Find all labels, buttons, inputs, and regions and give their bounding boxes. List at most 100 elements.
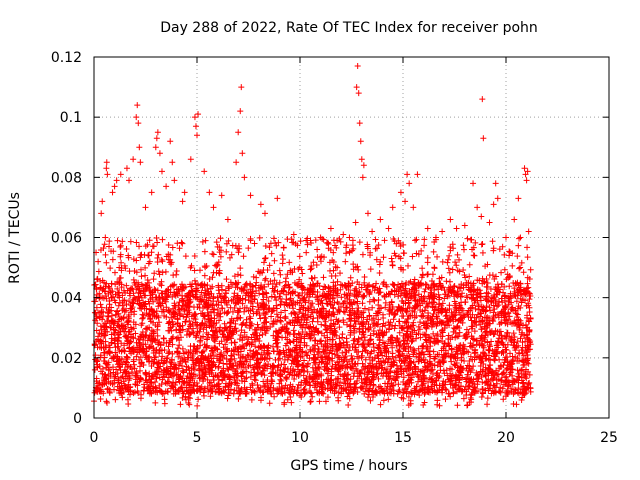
data-point	[494, 338, 501, 345]
data-point	[450, 283, 457, 290]
data-point	[395, 381, 402, 388]
data-point	[513, 298, 520, 305]
data-point	[267, 278, 274, 285]
data-point	[514, 358, 521, 365]
data-point	[483, 296, 490, 303]
data-point	[201, 272, 208, 279]
data-point	[526, 371, 533, 378]
data-point	[428, 277, 435, 284]
data-point	[141, 381, 147, 388]
data-point	[184, 354, 191, 361]
data-point	[466, 358, 473, 365]
data-point	[478, 326, 485, 333]
data-point	[466, 273, 473, 280]
data-point	[471, 328, 478, 335]
data-point	[379, 323, 386, 330]
data-point	[469, 302, 476, 309]
data-point	[491, 357, 498, 364]
data-point	[312, 337, 319, 344]
data-point	[324, 329, 331, 336]
data-point	[487, 307, 494, 314]
data-point	[177, 311, 184, 318]
data-point	[112, 396, 119, 403]
data-point	[97, 352, 104, 359]
data-point	[527, 266, 534, 273]
data-point	[447, 314, 454, 321]
data-point	[252, 343, 259, 350]
data-point	[516, 373, 523, 380]
data-point	[118, 281, 125, 288]
data-point	[274, 387, 281, 394]
data-point	[350, 337, 357, 344]
data-point	[417, 319, 424, 326]
data-point	[385, 376, 392, 383]
data-point	[102, 332, 109, 339]
data-point	[324, 370, 331, 377]
data-point	[421, 399, 428, 406]
data-point	[425, 378, 432, 385]
data-point	[127, 286, 134, 293]
data-point	[340, 372, 347, 379]
data-point	[107, 370, 114, 377]
data-point	[115, 335, 122, 342]
data-point	[434, 253, 441, 260]
data-point	[179, 287, 186, 294]
data-point	[487, 382, 494, 389]
data-point	[114, 237, 121, 244]
data-point	[314, 246, 321, 253]
data-point	[387, 386, 394, 393]
data-point	[307, 313, 314, 320]
data-point	[428, 292, 435, 299]
data-point	[355, 335, 362, 342]
data-point	[484, 339, 491, 346]
data-point	[370, 381, 377, 388]
data-point	[452, 311, 459, 318]
data-point	[347, 329, 354, 336]
data-point	[101, 357, 108, 364]
data-point	[506, 283, 513, 290]
data-point	[104, 350, 111, 357]
data-point	[515, 385, 522, 392]
data-point	[107, 265, 114, 272]
data-point	[364, 365, 371, 372]
data-point	[524, 280, 531, 287]
data-point	[311, 331, 318, 338]
data-point	[165, 241, 172, 248]
data-point	[196, 358, 203, 365]
data-point	[156, 319, 163, 326]
data-point	[374, 353, 381, 360]
data-point	[319, 300, 326, 307]
data-point	[295, 373, 302, 380]
data-point	[242, 390, 249, 397]
data-point	[214, 333, 221, 340]
data-point	[345, 280, 352, 287]
data-point	[287, 319, 294, 326]
data-point	[150, 373, 157, 380]
data-point	[243, 341, 250, 348]
data-point	[375, 302, 382, 309]
data-point	[225, 366, 232, 373]
data-point	[91, 342, 98, 349]
data-point	[251, 361, 258, 368]
data-point	[510, 377, 517, 384]
data-point	[342, 353, 349, 360]
data-point	[253, 287, 260, 294]
data-point	[152, 389, 159, 396]
data-point	[364, 241, 371, 248]
data-point	[347, 364, 354, 371]
data-point	[285, 352, 292, 359]
data-point	[458, 305, 465, 312]
data-point	[397, 284, 404, 291]
data-point	[481, 325, 488, 332]
data-point	[154, 332, 161, 339]
data-point	[421, 307, 428, 314]
data-point	[298, 302, 305, 309]
data-point	[479, 317, 486, 324]
data-point	[193, 346, 200, 353]
data-point	[240, 253, 247, 260]
data-point	[514, 367, 521, 374]
data-point	[182, 396, 189, 403]
data-point	[307, 346, 314, 353]
data-point	[289, 269, 296, 276]
data-point	[228, 335, 235, 342]
